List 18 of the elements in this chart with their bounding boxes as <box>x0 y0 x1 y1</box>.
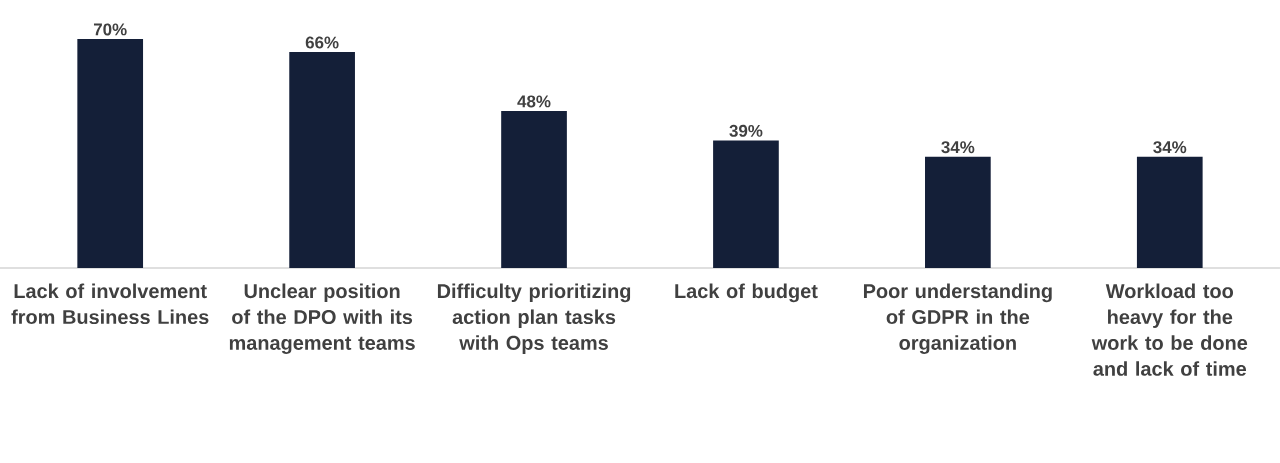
x-tick-label: Difficulty prioritizing action plan tasks with Ops teams <box>437 283 631 354</box>
bar <box>1136 156 1203 268</box>
x-tick-label: Unclear position of the DPO with its management teams <box>229 283 415 354</box>
data-label: 66% <box>305 36 339 49</box>
bar <box>289 52 355 268</box>
x-tick-label: Lack of budget <box>675 283 818 303</box>
data-label: 34% <box>941 141 975 154</box>
data-label: 39% <box>729 124 763 137</box>
bar <box>77 38 144 268</box>
data-label: 34% <box>1153 141 1187 154</box>
bar <box>925 156 991 268</box>
x-tick-label: Poor understanding of GDPR in the organization <box>863 283 1052 354</box>
data-label: 70% <box>93 23 127 36</box>
data-label: 48% <box>517 95 551 108</box>
x-tick-label: Lack of involvement from Business Lines <box>11 283 209 325</box>
bar <box>713 140 779 268</box>
x-tick-label: Workload too heavy for the work to be done and lack of time <box>1091 283 1248 376</box>
bar <box>501 110 567 268</box>
